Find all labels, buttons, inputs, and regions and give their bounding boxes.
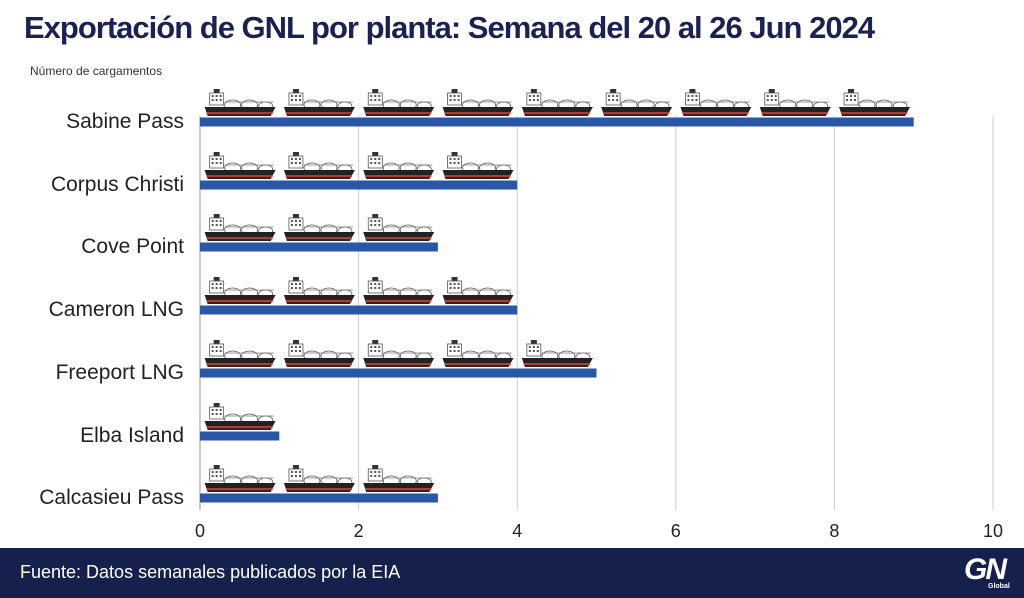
- category-label: Cove Point: [81, 235, 184, 258]
- lng-tanker-icon: [362, 276, 435, 305]
- x-tick-label: 10: [983, 521, 1003, 541]
- chart-title: Exportación de GNL por planta: Semana de…: [24, 10, 875, 45]
- lng-tanker-icon: [283, 151, 356, 180]
- category-label: Elba Island: [80, 424, 184, 447]
- lng-tanker-icon: [204, 213, 277, 242]
- category-label: Freeport LNG: [56, 361, 184, 384]
- lng-tanker-icon: [679, 88, 752, 117]
- lng-tanker-icon: [442, 151, 515, 180]
- lng-tanker-icon: [204, 151, 277, 180]
- lng-tanker-icon: [362, 339, 435, 368]
- lng-tanker-icon: [521, 88, 594, 117]
- footer-bar: Fuente: Datos semanales publicados por l…: [0, 548, 1024, 598]
- gn-global-logo: GN Global: [962, 553, 1020, 595]
- lng-tanker-icon: [838, 88, 911, 117]
- bar-chart: Sabine Pass Corpus Christi Cove Point Camer…: [39, 88, 1003, 541]
- x-tick-label: 6: [671, 521, 681, 541]
- lng-tanker-icon: [442, 88, 515, 117]
- category-label: Cameron LNG: [49, 298, 184, 321]
- lng-tanker-icon: [362, 213, 435, 242]
- lng-tanker-icon: [442, 276, 515, 305]
- lng-tanker-icon: [204, 339, 277, 368]
- lng-tanker-icon: [283, 276, 356, 305]
- lng-tanker-icon: [283, 339, 356, 368]
- lng-tanker-icon: [204, 276, 277, 305]
- lng-tanker-icon: [362, 151, 435, 180]
- bar: [200, 305, 518, 315]
- bar: [200, 242, 438, 252]
- bar: [200, 117, 914, 127]
- lng-tanker-icon: [521, 339, 594, 368]
- lng-tanker-icon: [442, 339, 515, 368]
- lng-tanker-icon: [283, 464, 356, 493]
- logo-subtext: Global: [988, 583, 1010, 590]
- x-tick-label: 2: [354, 521, 364, 541]
- lng-tanker-icon: [362, 464, 435, 493]
- bar: [200, 180, 518, 190]
- lng-tanker-icon: [600, 88, 673, 117]
- bar: [200, 368, 597, 378]
- bar: [200, 431, 280, 441]
- lng-tanker-icon: [204, 402, 277, 431]
- category-label: Sabine Pass: [66, 110, 184, 133]
- x-tick-label: 0: [195, 521, 205, 541]
- lng-tanker-icon: [204, 464, 277, 493]
- lng-tanker-icon: [759, 88, 832, 117]
- lng-tanker-icon: [362, 88, 435, 117]
- category-label: Calcasieu Pass: [39, 486, 184, 509]
- y-axis-label: Número de cargamentos: [30, 64, 163, 78]
- x-tick-label: 4: [512, 521, 522, 541]
- lng-tanker-icon: [204, 88, 277, 117]
- bar: [200, 493, 438, 503]
- lng-tanker-icon: [283, 213, 356, 242]
- x-tick-label: 8: [829, 521, 839, 541]
- logo-mark: GN: [964, 553, 1007, 586]
- source-note: Fuente: Datos semanales publicados por l…: [20, 562, 401, 582]
- category-label: Corpus Christi: [51, 173, 184, 196]
- lng-tanker-icon: [283, 88, 356, 117]
